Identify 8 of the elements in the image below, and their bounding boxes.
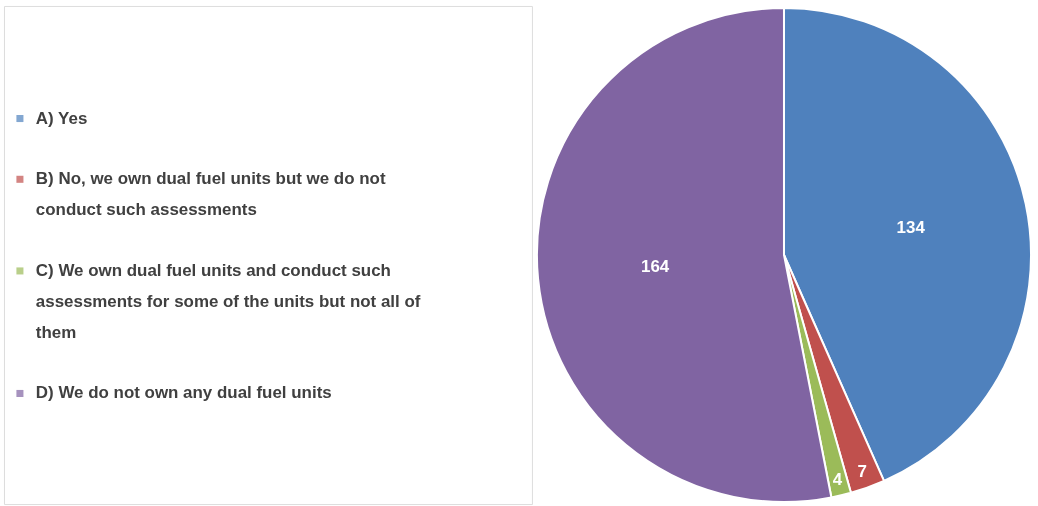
data-label: 7 — [857, 462, 867, 482]
data-label: 4 — [832, 469, 843, 489]
legend-label: C) We own dual fuel units and conduct such assessments for some of the units but not all of them — [35, 260, 421, 342]
legend-label: B) No, we own dual fuel units but we do not conduct such assessments — [35, 169, 386, 220]
data-label: 134 — [896, 218, 926, 238]
legend-label: D) We do not own any dual fuel units — [35, 383, 332, 403]
data-label: 164 — [640, 257, 670, 277]
legend-label: A) Yes — [35, 108, 88, 128]
